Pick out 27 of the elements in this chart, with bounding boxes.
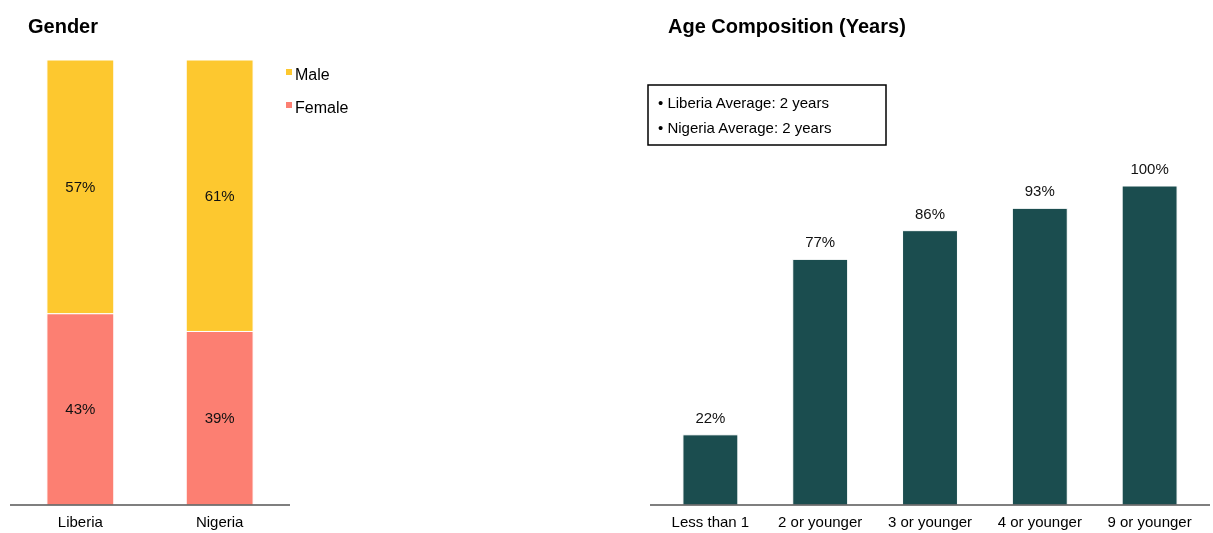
bar [1011, 207, 1068, 506]
chart-title: Gender [28, 15, 99, 37]
text: • Nigeria Average: 2 years [658, 119, 832, 136]
x-tick-label: 4 or younger [997, 513, 1082, 530]
text: • Liberia Average: 2 years [658, 94, 829, 111]
data-label: 61% [204, 186, 235, 204]
legend-label: Male [295, 66, 330, 83]
data-label: 100% [1130, 160, 1169, 177]
x-tick-label: Less than 1 [671, 513, 750, 530]
legend-label: Female [295, 99, 349, 116]
bar [682, 434, 739, 506]
data-label: 22% [695, 408, 726, 426]
x-tick-label: Nigeria [195, 513, 245, 530]
data-label: 77% [805, 233, 836, 251]
x-tick-label: 3 or younger [887, 513, 973, 530]
bar [1121, 185, 1178, 506]
data-label: 57% [65, 177, 96, 195]
x-tick-label: 9 or younger [1107, 513, 1192, 530]
x-tick-label: Liberia [57, 513, 104, 530]
chart-title: Age Composition (Years) [668, 15, 906, 37]
bar [792, 258, 849, 506]
data-label: 39% [204, 409, 235, 427]
x-tick-label: 2 or younger [778, 513, 863, 530]
bar [902, 230, 958, 506]
data-label: 43% [65, 400, 96, 418]
data-label: 86% [914, 204, 946, 222]
data-label: 93% [1024, 182, 1055, 200]
